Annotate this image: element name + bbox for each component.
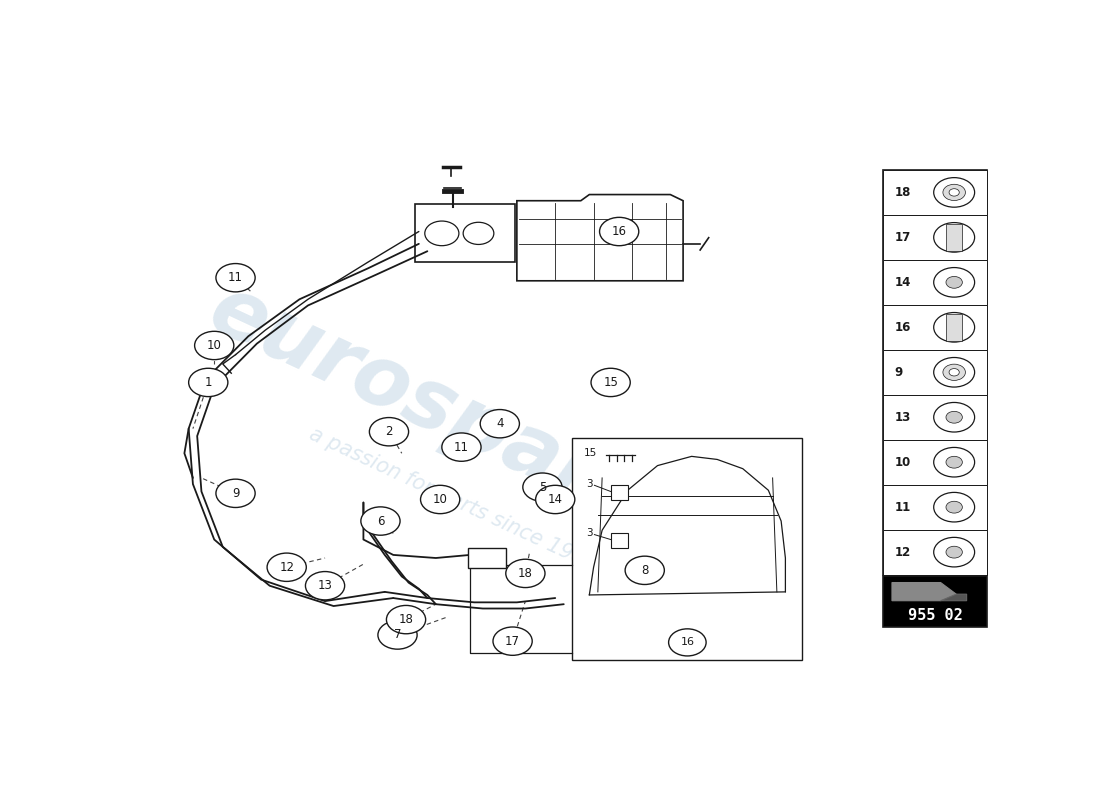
Text: 14: 14	[548, 493, 563, 506]
Text: 10: 10	[432, 493, 448, 506]
Circle shape	[934, 313, 975, 342]
Text: 955 02: 955 02	[909, 608, 962, 623]
Circle shape	[493, 627, 532, 655]
Circle shape	[625, 556, 664, 585]
Text: 18: 18	[894, 186, 911, 199]
Circle shape	[669, 629, 706, 656]
Bar	[883, 350, 988, 394]
Circle shape	[591, 368, 630, 397]
Text: 1: 1	[205, 376, 212, 389]
Circle shape	[189, 368, 228, 397]
Text: 15: 15	[583, 448, 596, 458]
Circle shape	[946, 502, 962, 513]
Bar	[883, 305, 988, 350]
Text: 17: 17	[894, 231, 911, 244]
Text: 4: 4	[496, 418, 504, 430]
Bar	[883, 440, 988, 485]
Circle shape	[306, 571, 344, 600]
Circle shape	[481, 410, 519, 438]
Circle shape	[934, 222, 975, 252]
Text: 3: 3	[586, 479, 593, 489]
Bar	[883, 170, 988, 574]
Circle shape	[267, 553, 306, 582]
Circle shape	[386, 606, 426, 634]
Circle shape	[949, 369, 959, 376]
Circle shape	[934, 267, 975, 297]
Text: 11: 11	[228, 271, 243, 284]
Text: 16: 16	[612, 225, 627, 238]
Text: 18: 18	[398, 613, 414, 626]
Bar	[946, 314, 962, 341]
Text: 2: 2	[385, 426, 393, 438]
Circle shape	[934, 538, 975, 567]
Bar	[883, 394, 988, 440]
Circle shape	[506, 559, 544, 587]
Circle shape	[600, 218, 639, 246]
Text: 10: 10	[894, 456, 911, 469]
Bar	[946, 224, 962, 250]
Bar	[883, 260, 988, 305]
Circle shape	[425, 221, 459, 246]
Circle shape	[934, 358, 975, 387]
Text: 16: 16	[681, 638, 694, 647]
Circle shape	[934, 492, 975, 522]
Text: 8: 8	[641, 564, 648, 577]
Circle shape	[463, 222, 494, 245]
Text: a passion for parts since 1985: a passion for parts since 1985	[306, 424, 600, 575]
Polygon shape	[940, 594, 967, 601]
Text: 11: 11	[454, 441, 469, 454]
Circle shape	[949, 189, 959, 196]
Text: 7: 7	[394, 629, 402, 642]
Text: eurospares: eurospares	[197, 268, 708, 564]
Circle shape	[934, 447, 975, 477]
Text: 15: 15	[603, 376, 618, 389]
Text: 18: 18	[518, 567, 532, 580]
Circle shape	[946, 546, 962, 558]
Circle shape	[522, 473, 562, 502]
Text: 12: 12	[279, 561, 294, 574]
Circle shape	[420, 486, 460, 514]
Text: 11: 11	[894, 501, 911, 514]
Text: 10: 10	[207, 339, 222, 352]
Circle shape	[946, 456, 962, 468]
Circle shape	[361, 507, 400, 535]
Circle shape	[216, 479, 255, 507]
Circle shape	[216, 263, 255, 292]
Text: 13: 13	[318, 579, 332, 592]
Circle shape	[943, 184, 966, 201]
Text: 5: 5	[539, 481, 546, 494]
Text: 12: 12	[894, 546, 911, 558]
Text: 3: 3	[586, 528, 593, 538]
Bar	[883, 170, 988, 215]
FancyBboxPatch shape	[610, 534, 628, 548]
Circle shape	[370, 418, 408, 446]
Text: 9: 9	[894, 366, 903, 378]
Circle shape	[946, 277, 962, 288]
FancyBboxPatch shape	[469, 547, 506, 569]
Circle shape	[934, 402, 975, 432]
Bar	[883, 485, 988, 530]
FancyBboxPatch shape	[610, 486, 628, 500]
Circle shape	[442, 433, 481, 462]
Circle shape	[946, 411, 962, 423]
Bar	[883, 577, 988, 627]
Text: 14: 14	[894, 276, 911, 289]
Polygon shape	[517, 194, 683, 281]
Circle shape	[934, 178, 975, 207]
Text: 13: 13	[894, 410, 911, 424]
Polygon shape	[892, 582, 956, 601]
Bar	[883, 530, 988, 574]
Bar	[883, 215, 988, 260]
Circle shape	[195, 331, 234, 360]
FancyBboxPatch shape	[415, 204, 515, 262]
Text: 6: 6	[376, 514, 384, 527]
Text: 9: 9	[232, 487, 240, 500]
Text: 17: 17	[505, 634, 520, 648]
Circle shape	[943, 364, 966, 381]
Text: 16: 16	[894, 321, 911, 334]
Circle shape	[536, 486, 575, 514]
Circle shape	[378, 621, 417, 649]
Bar	[572, 438, 803, 660]
